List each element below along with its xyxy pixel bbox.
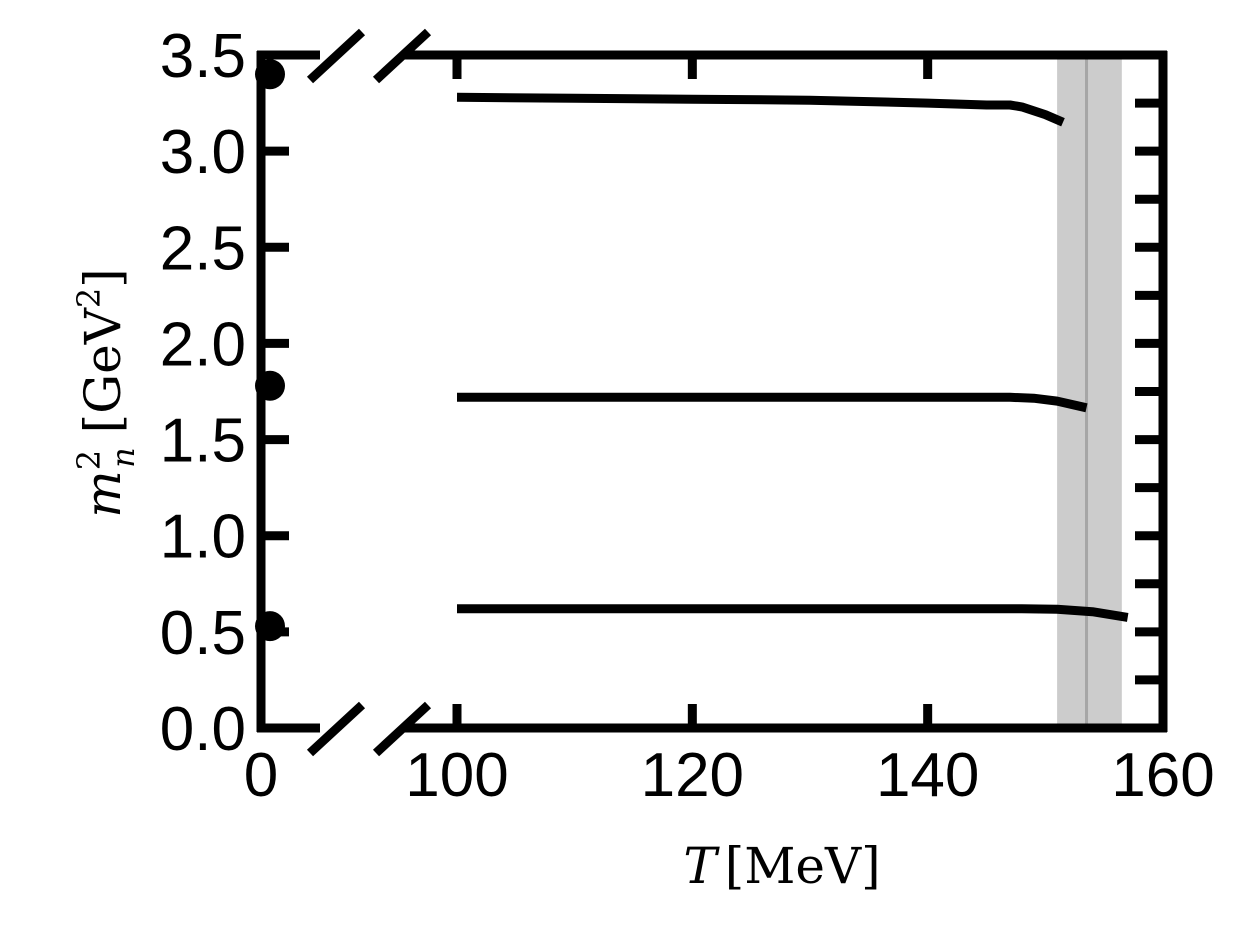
x-axis-title-unit: [MeV] [725,837,881,895]
x-tick-label-140: 140 [876,741,979,810]
y-tick-labels: 0.0 0.5 1.0 1.5 2.0 2.5 3.0 3.5 [160,22,246,764]
y-tick-label-3.0: 3.0 [160,118,246,187]
critical-temperature-band [1057,55,1122,728]
break-mark-top-1 [306,28,366,84]
y-axis-title-sub: n [104,447,142,468]
y-axis-title-var: m [74,470,132,517]
break-mark-top-2 [372,28,432,84]
x-tick-label-120: 120 [641,741,744,810]
y-tick-label-0.5: 0.5 [160,599,246,668]
y-axis-title-sup: 2 [70,450,108,470]
y-axis-title: m2n[GeV2] [70,268,142,517]
ticks [261,55,1163,728]
x-tick-label-100: 100 [405,741,508,810]
y-tick-label-3.5: 3.5 [160,22,246,91]
tc-band [1057,55,1122,728]
axis-break-marks [306,28,432,757]
x-axis-title: T [MeV] [683,837,880,895]
break-mark-bottom-2 [372,701,432,757]
plot-frame [256,50,1168,733]
x-tick-labels: 0 100 120 140 160 [244,741,1215,810]
x-tick-label-0: 0 [244,741,278,810]
y-tick-label-0.0: 0.0 [160,695,246,764]
y-tick-label-2.0: 2.0 [160,310,246,379]
series-line-2 [457,392,1088,413]
x-axis-title-var: T [683,837,720,895]
x-tick-label-160: 160 [1111,741,1214,810]
break-mark-bottom-1 [306,701,366,757]
series-line-1 [456,92,1065,127]
y-axis-title-unit-close: ] [74,268,132,288]
series-layer [456,92,1129,622]
y-axis-title-unit-open: [GeV [74,307,132,433]
y-axis-title-unit-sup: 2 [70,288,108,308]
y-tick-label-1.0: 1.0 [160,503,246,572]
y-tick-label-2.5: 2.5 [160,214,246,283]
y-tick-label-1.5: 1.5 [160,407,246,476]
series-line-3 [457,604,1129,622]
